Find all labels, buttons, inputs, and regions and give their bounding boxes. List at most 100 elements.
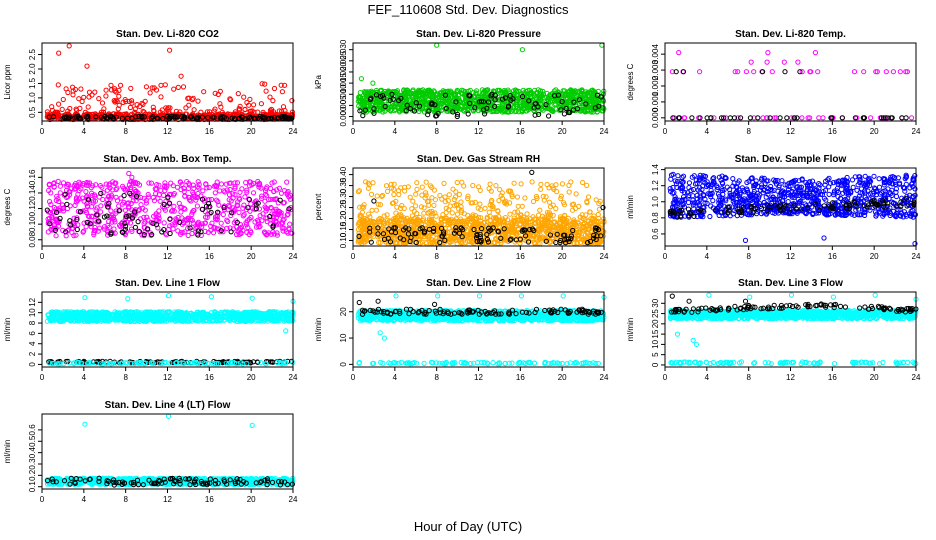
data-point (271, 85, 278, 92)
x-tick-label: 4 (393, 127, 398, 136)
data-point (108, 82, 114, 88)
data-point (81, 94, 87, 100)
data-point (180, 84, 187, 90)
panel-title: Stan. Dev. Gas Stream RH (417, 154, 540, 165)
data-point (263, 88, 269, 94)
data-point (63, 86, 69, 92)
data-point (72, 86, 79, 93)
outlier-point (56, 50, 62, 56)
data-point (50, 114, 57, 120)
data-point (212, 106, 218, 112)
data-point (221, 114, 228, 120)
data-point (92, 89, 98, 95)
data-point (194, 115, 200, 121)
data-point (55, 82, 61, 88)
data-point (175, 84, 181, 91)
figure-title: FEF_110608 Std. Dev. Diagnostics (367, 2, 569, 17)
y-tick-label: 0.16 (28, 169, 37, 185)
data-point (212, 90, 218, 96)
panel-y-label: Licor ppm (3, 64, 12, 99)
data-point (235, 91, 241, 97)
data-point (112, 88, 118, 94)
data-point (96, 96, 102, 102)
data-point (188, 114, 194, 120)
data-point (289, 109, 295, 115)
data-point (218, 104, 224, 110)
data-point (118, 82, 124, 88)
panel-y-label: ml/min (626, 195, 635, 219)
data-point (282, 82, 288, 88)
x-tick-label: 12 (786, 127, 795, 136)
x-tick-label: 0 (351, 127, 356, 136)
panel-grid: Stan. Dev. Li-820 CO2 Licor ppm 0 4 8 12 16 20 2… (3, 29, 921, 504)
x-tick-label: 0 (663, 127, 668, 136)
data-point (89, 92, 95, 98)
data-point (183, 105, 189, 111)
x-tick-label: 12 (163, 252, 172, 261)
data-point (103, 87, 109, 93)
data-point (73, 106, 79, 112)
data-point (167, 114, 173, 120)
data-point (114, 98, 120, 105)
y-tick-label: 0.12 (28, 200, 37, 216)
data-point (132, 109, 138, 115)
data-point (258, 101, 264, 107)
data-point (60, 96, 66, 103)
data-point (247, 108, 253, 114)
x-tick-label: 4 (393, 252, 398, 261)
data-point (101, 106, 107, 112)
panel-title: Stan. Dev. Li-820 Temp. (735, 29, 846, 40)
data-point (112, 86, 118, 92)
data-point (278, 82, 284, 88)
data-point (123, 99, 129, 105)
data-point (85, 104, 91, 110)
y-tick-label: 0.004 (651, 44, 660, 65)
data-point (150, 114, 156, 120)
data-point (61, 115, 68, 121)
x-tick-label: 24 (289, 252, 298, 261)
data-point (90, 111, 96, 117)
data-point (126, 98, 132, 105)
data-point (195, 98, 201, 104)
panel-title: Stan. Dev. Li-820 Pressure (416, 29, 541, 40)
data-point (164, 113, 170, 120)
data-point (147, 90, 153, 96)
x-tick-label: 24 (600, 252, 609, 261)
y-tick-label: 0.08 (28, 231, 37, 247)
x-tick-label: 16 (516, 127, 525, 136)
panel-y-label: degrees C (626, 63, 635, 100)
data-point (158, 82, 164, 88)
x-tick-label: 0 (40, 252, 45, 261)
data-point (205, 115, 211, 121)
panel-y-label: percent (314, 193, 323, 220)
data-point (268, 106, 275, 112)
data-point (127, 104, 133, 111)
x-tick-label: 16 (205, 127, 214, 136)
data-point (150, 104, 156, 110)
data-point (93, 114, 99, 120)
panel-title: Stan. Dev. Sample Flow (735, 154, 847, 165)
x-tick-label: 4 (705, 127, 710, 136)
data-point (228, 97, 234, 103)
data-point (142, 98, 148, 104)
outlier-point (66, 43, 72, 49)
data-point (186, 102, 192, 108)
x-tick-label: 20 (558, 252, 567, 261)
data-point (59, 106, 65, 113)
x-tick-label: 8 (434, 252, 439, 261)
y-tick-label: 2.0 (28, 63, 37, 75)
x-tick-label: 4 (82, 127, 87, 136)
data-point (242, 106, 248, 112)
data-point (181, 115, 187, 121)
outlier-point (84, 63, 90, 69)
data-point (76, 96, 82, 102)
data-point (79, 98, 85, 105)
data-point (267, 94, 273, 100)
data-point (211, 114, 217, 121)
data-point (125, 115, 131, 121)
data-point (159, 107, 165, 113)
x-tick-label: 20 (870, 127, 879, 136)
panel-title: Stan. Dev. Li-820 CO2 (116, 29, 219, 40)
